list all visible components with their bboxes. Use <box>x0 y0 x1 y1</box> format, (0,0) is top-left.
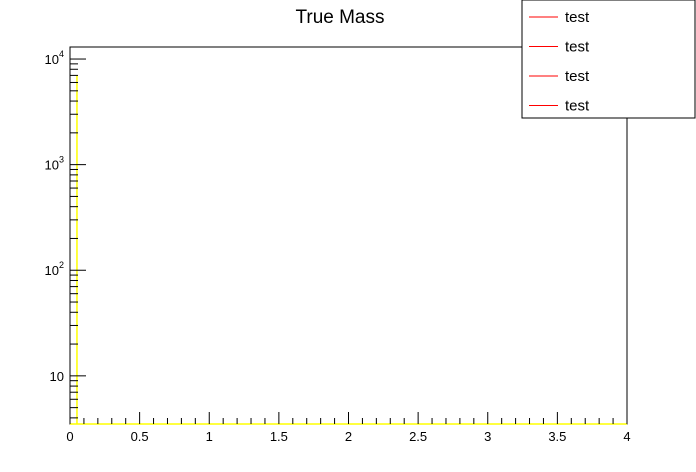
legend-label: test <box>565 68 590 85</box>
x-tick-label: 1 <box>206 429 213 444</box>
x-tick-label: 2 <box>345 429 352 444</box>
y-tick-base: 10 <box>45 263 59 278</box>
y-tick-exponent: 4 <box>59 49 64 59</box>
y-tick-exponent: 3 <box>59 155 64 165</box>
legend-label: test <box>565 98 590 115</box>
x-tick-label: 2.5 <box>409 429 427 444</box>
y-tick-base: 10 <box>45 158 59 173</box>
y-tick-exponent: 2 <box>59 260 64 270</box>
legend-box <box>521 0 696 119</box>
x-tick-label: 1.5 <box>270 429 288 444</box>
legend-label: test <box>565 9 590 26</box>
x-tick-label: 0 <box>66 429 73 444</box>
y-tick-label: 103 <box>45 155 64 173</box>
legend-label: test <box>565 39 590 56</box>
y-tick-label: 102 <box>45 260 64 278</box>
series-layer <box>70 75 627 425</box>
y-tick-base: 10 <box>50 369 64 384</box>
x-tick-label: 4 <box>623 429 630 444</box>
x-tick-label: 3.5 <box>548 429 566 444</box>
legend: test test test test <box>521 0 696 119</box>
y-tick-base: 10 <box>45 52 59 67</box>
series-line <box>70 75 627 425</box>
y-tick-label: 10 <box>50 369 64 384</box>
chart-title: True Mass <box>295 7 384 28</box>
x-tick-label: 3 <box>484 429 491 444</box>
x-tick-label: 0.5 <box>131 429 149 444</box>
x-axis: 0 0.5 1 1.5 2 2.5 3 3.5 4 <box>66 412 631 444</box>
y-tick-label: 104 <box>45 49 64 67</box>
